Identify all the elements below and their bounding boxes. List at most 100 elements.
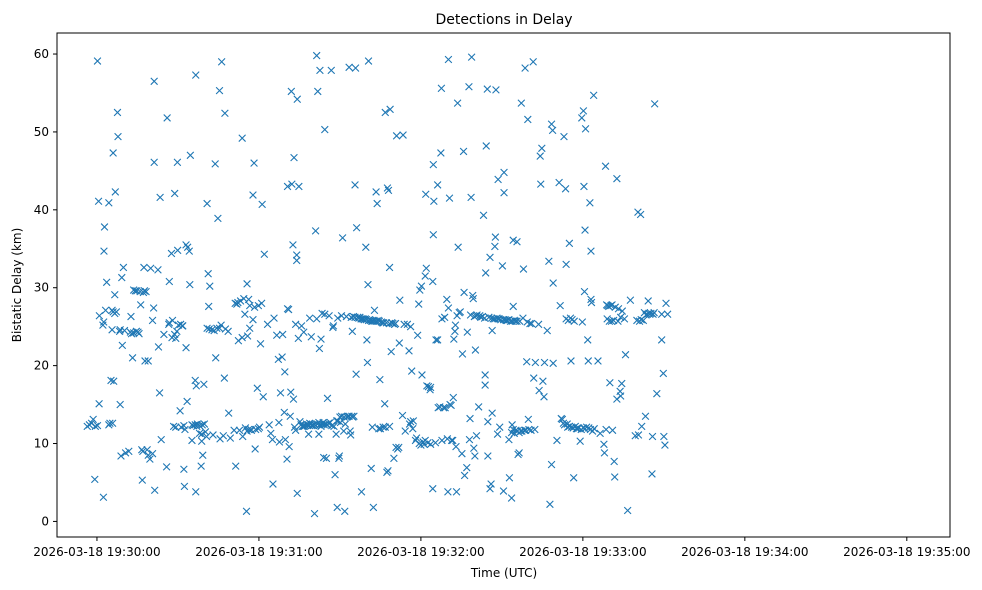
data-point-marker [439, 403, 448, 412]
data-point-marker [180, 482, 189, 491]
data-point-marker [224, 327, 232, 336]
data-point-marker [663, 310, 672, 319]
data-point-marker [445, 194, 454, 202]
data-point-marker [644, 297, 652, 305]
data-point-marker [297, 322, 306, 330]
data-point-marker [112, 308, 121, 316]
data-point-marker [481, 371, 489, 379]
data-point-marker [253, 384, 262, 393]
data-point-marker [146, 264, 155, 273]
data-point-marker [162, 463, 171, 471]
data-point-marker [127, 329, 136, 338]
data-point-marker [155, 389, 164, 397]
data-point-marker [500, 188, 508, 197]
data-point-marker [283, 455, 291, 463]
data-point-marker [364, 57, 373, 65]
data-point-marker [312, 51, 321, 60]
data-point-marker [116, 400, 124, 409]
data-point-marker [105, 199, 113, 207]
data-point-marker [241, 310, 249, 319]
data-point-marker [280, 408, 289, 417]
data-point-marker [185, 247, 194, 255]
data-point-marker [529, 58, 537, 66]
data-point-marker [441, 403, 449, 412]
data-point-marker [547, 120, 556, 128]
data-point-marker [127, 312, 135, 321]
data-point-marker [650, 308, 658, 317]
chart-title: Detections in Delay [435, 12, 572, 28]
data-point-marker [469, 294, 478, 303]
data-point-marker [454, 243, 462, 252]
data-point-marker [327, 66, 336, 75]
data-point-marker [171, 423, 180, 431]
data-point-marker [135, 329, 143, 338]
data-point-marker [531, 425, 539, 434]
data-point-marker [119, 263, 128, 272]
data-point-marker [340, 507, 349, 516]
data-point-marker [171, 334, 180, 343]
data-point-marker [281, 435, 290, 444]
data-point-marker [315, 430, 323, 438]
data-point-marker [142, 287, 150, 296]
data-point-marker [465, 435, 474, 444]
data-point-marker [195, 429, 204, 438]
data-point-marker [486, 484, 494, 493]
data-point-marker [154, 343, 163, 351]
data-point-marker [458, 350, 467, 358]
data-point-marker [610, 457, 618, 466]
data-point-marker [249, 191, 257, 199]
data-point-marker [653, 389, 661, 398]
data-point-marker [535, 386, 543, 395]
data-point-marker [521, 64, 529, 72]
data-point-marker [286, 388, 295, 396]
data-point-marker [405, 347, 413, 355]
data-point-marker [224, 409, 233, 417]
data-point-marker [486, 253, 494, 262]
data-point-marker [562, 260, 570, 269]
data-point-marker [351, 181, 359, 189]
data-point-marker [421, 272, 430, 280]
data-point-marker [567, 357, 575, 365]
data-point-marker [139, 447, 147, 456]
data-point-marker [618, 307, 627, 315]
data-point-marker [317, 335, 325, 343]
data-point-marker [657, 336, 666, 344]
data-point-marker [636, 210, 645, 219]
data-point-marker [148, 449, 157, 458]
data-point-marker [173, 158, 182, 167]
data-point-marker [243, 280, 251, 288]
data-point-marker [117, 452, 125, 460]
data-point-marker [545, 257, 553, 266]
data-point-marker [620, 315, 629, 323]
data-point-marker [307, 333, 316, 341]
data-point-marker [293, 95, 302, 104]
data-point-marker [269, 480, 277, 488]
data-point-marker [276, 389, 285, 397]
data-point-marker [426, 383, 435, 392]
data-point-marker [485, 313, 493, 322]
data-point-marker [235, 426, 244, 435]
data-point-marker [198, 451, 207, 459]
data-point-marker [350, 412, 358, 421]
data-point-marker [412, 434, 421, 442]
data-point-marker [292, 251, 301, 259]
x-tick-label: 2026-03-18 19:34:00 [681, 545, 808, 559]
data-point-marker [560, 132, 568, 141]
data-point-marker [470, 444, 478, 452]
data-point-marker [114, 132, 122, 141]
data-point-marker [93, 57, 102, 65]
data-point-marker [610, 473, 619, 481]
data-point-marker [433, 181, 442, 189]
data-point-marker [443, 295, 451, 304]
data-point-marker [600, 449, 609, 457]
y-tick-label: 20 [34, 359, 49, 373]
data-point-marker [226, 434, 235, 442]
data-point-marker [295, 182, 303, 191]
data-point-marker [403, 320, 412, 329]
data-point-marker [456, 308, 465, 316]
data-point-marker [467, 53, 476, 61]
data-point-marker [108, 326, 116, 334]
data-point-marker [471, 452, 479, 460]
data-point-marker [596, 429, 604, 438]
